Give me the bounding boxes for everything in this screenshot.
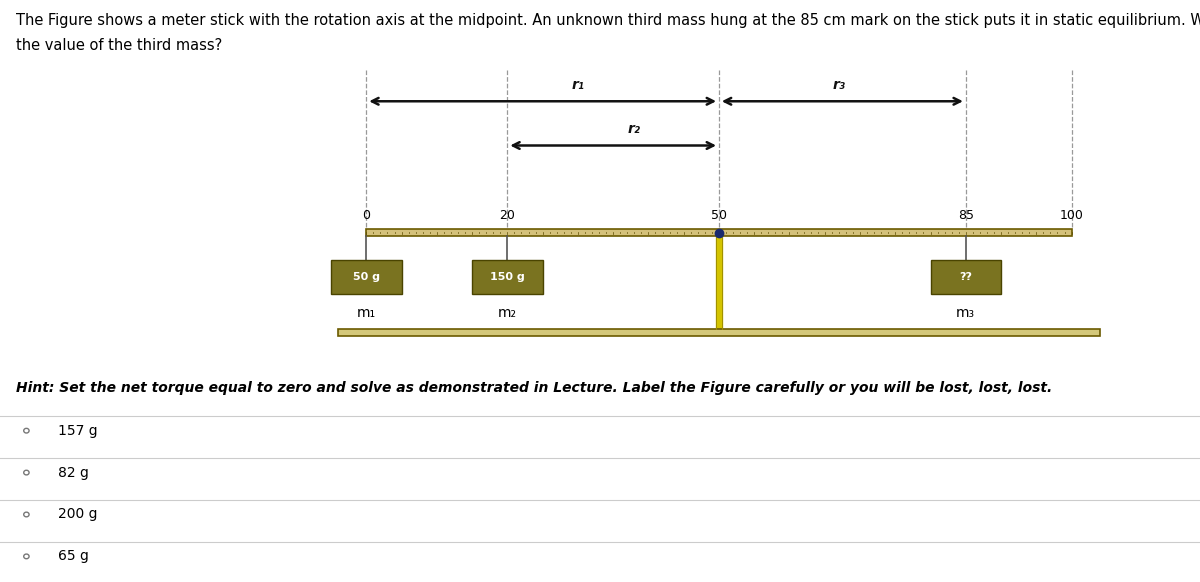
Text: the value of the third mass?: the value of the third mass? — [16, 38, 222, 53]
Bar — [338, 329, 1099, 336]
Text: m₃: m₃ — [956, 306, 976, 320]
Text: 50 g: 50 g — [353, 272, 380, 282]
Text: 65 g: 65 g — [58, 549, 89, 563]
Text: 20: 20 — [499, 210, 515, 222]
Text: The Figure shows a meter stick with the rotation axis at the midpoint. An unknow: The Figure shows a meter stick with the … — [16, 13, 1200, 28]
Text: 50: 50 — [710, 210, 727, 222]
Text: 150 g: 150 g — [490, 272, 524, 282]
Bar — [472, 260, 542, 294]
Text: r₃: r₃ — [833, 78, 845, 92]
Text: m₁: m₁ — [356, 306, 376, 320]
Text: 200 g: 200 g — [58, 508, 97, 521]
Text: m₂: m₂ — [498, 306, 517, 320]
Bar — [366, 229, 1072, 236]
Text: 82 g: 82 g — [58, 466, 89, 480]
Text: 0: 0 — [362, 210, 371, 222]
Text: r₂: r₂ — [628, 122, 641, 136]
Text: 157 g: 157 g — [58, 424, 97, 438]
Bar — [930, 260, 1001, 294]
Text: 85: 85 — [958, 210, 973, 222]
Text: Hint: Set the net torque equal to zero and solve as demonstrated in Lecture. Lab: Hint: Set the net torque equal to zero a… — [16, 381, 1052, 395]
Text: 100: 100 — [1060, 210, 1084, 222]
Text: r₁: r₁ — [571, 78, 584, 92]
Bar — [331, 260, 402, 294]
Text: ??: ?? — [959, 272, 972, 282]
